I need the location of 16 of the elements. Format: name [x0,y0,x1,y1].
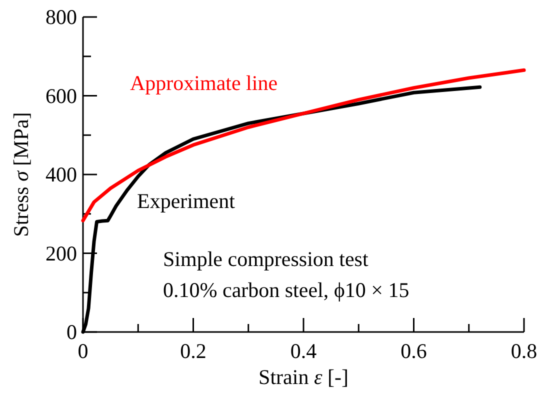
x-tick-label: 0.4 [290,339,318,363]
x-tick-label: 0.6 [400,339,427,363]
annotation: 0.10% carbon steel, ϕ10 × 15 [163,278,410,302]
series-label: Approximate line [130,71,278,95]
y-axis-title: Stress σ [MPa] [9,112,33,237]
line-series [81,68,526,222]
annotation: Simple compression test [163,247,368,271]
y-tick-label: 200 [46,241,77,266]
x-axis-title: Strain ε [-] [258,365,348,389]
x-tick-label: 0.8 [510,339,538,363]
x-tick-label: 0.2 [180,339,206,363]
series-label: Experiment [137,189,236,213]
y-tick-label: 800 [46,5,77,29]
y-tick-label: 400 [46,162,77,186]
y-tick-label: 600 [46,84,77,108]
y-tick-label: 0 [66,320,77,344]
